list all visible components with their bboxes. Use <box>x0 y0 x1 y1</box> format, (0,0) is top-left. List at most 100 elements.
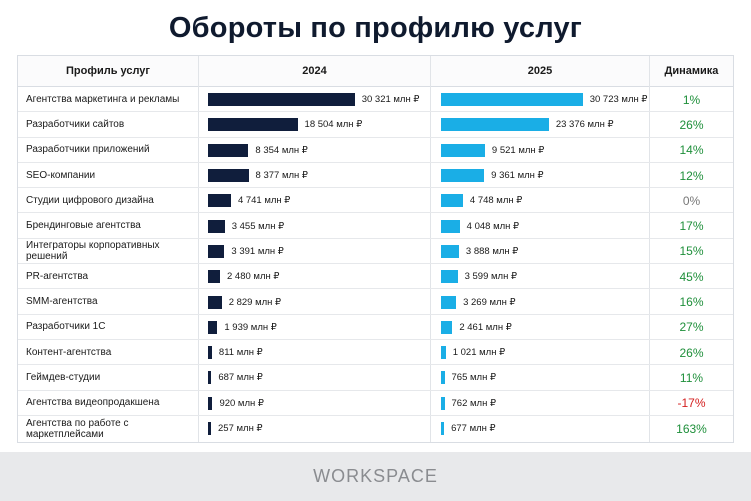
column-divider <box>430 56 431 442</box>
table-row: SMM-агентства 2 829 млн ₽ 3 269 млн ₽ 16% <box>18 289 733 315</box>
row-profile-name: SMM-агентства <box>26 296 98 308</box>
value-label-2024: 920 млн ₽ <box>219 397 264 409</box>
header-profile: Профиль услуг <box>65 65 151 77</box>
dynamics-value: 12% <box>679 168 704 183</box>
logo-text: WORKSPACE <box>313 466 438 486</box>
table-row: Разработчики сайтов 18 504 млн ₽ 23 376 мл… <box>18 112 733 138</box>
bar-2024 <box>208 422 211 436</box>
row-profile-name: Агентства по работе с маркетплейсами <box>26 417 129 440</box>
dynamics-value: 14% <box>679 143 704 158</box>
bar-2024 <box>208 219 225 233</box>
bar-2025 <box>441 270 458 284</box>
table-row: Агентства видеопродакшена 920 млн ₽ 762 мл… <box>18 391 733 416</box>
dynamics-value: 16% <box>679 295 704 310</box>
bar-2025 <box>441 169 485 183</box>
row-profile-name: Студии цифрового дизайна <box>26 194 154 206</box>
row-profile-name: Брендинговые агентства <box>26 220 141 232</box>
header-dynamics: Динамика <box>664 65 719 77</box>
table-row: Контент-агентства 811 млн ₽ 1 021 млн ₽ 26% <box>18 340 733 366</box>
value-label-2024: 18 504 млн ₽ <box>304 119 363 131</box>
bar-2025 <box>441 93 583 107</box>
bar-2024 <box>208 320 218 334</box>
table-row: Интеграторы корпоративных решений 3 391 м… <box>18 239 733 265</box>
dynamics-value: 26% <box>679 117 704 132</box>
table-row: Разработчики приложений 8 354 млн ₽ 9 521 … <box>18 138 733 163</box>
table-row: Студии цифрового дизайна 4 741 млн ₽ 4 748… <box>18 188 733 214</box>
bar-2024 <box>208 93 355 107</box>
bar-2024 <box>208 143 249 157</box>
bar-2025 <box>441 396 445 410</box>
column-divider <box>649 56 650 442</box>
dynamics-value: -17% <box>677 396 706 411</box>
value-label-2024: 3 391 млн ₽ <box>231 245 284 257</box>
value-label-2025: 1 021 млн ₽ <box>452 347 506 359</box>
dynamics-value: 11% <box>679 370 704 385</box>
value-label-2025: 3 599 млн ₽ <box>464 271 518 283</box>
dynamics-value: 15% <box>679 244 704 259</box>
bar-2024 <box>208 270 220 284</box>
value-label-2024: 2 480 млн ₽ <box>227 271 280 283</box>
bar-2025 <box>441 219 460 233</box>
value-label-2024: 687 млн ₽ <box>218 372 263 384</box>
bar-2024 <box>208 396 213 410</box>
row-profile-name: Интеграторы корпоративных решений <box>26 239 160 262</box>
value-label-2024: 811 млн ₽ <box>218 347 263 359</box>
bar-2025 <box>441 194 463 208</box>
row-profile-name: Разработчики приложений <box>26 144 150 156</box>
header-2024: 2024 <box>302 65 327 77</box>
bar-2025 <box>441 244 459 258</box>
value-label-2024: 3 455 млн ₽ <box>231 220 285 232</box>
value-label-2025: 4 048 млн ₽ <box>466 220 520 232</box>
dynamics-value: 17% <box>679 219 704 234</box>
value-label-2025: 4 748 млн ₽ <box>469 195 523 207</box>
dynamics-value: 0% <box>682 193 701 208</box>
value-label-2025: 765 млн ₽ <box>451 372 497 384</box>
table-row: Агентства по работе с маркетплейсами 257 … <box>18 416 733 441</box>
value-label-2024: 257 млн ₽ <box>218 423 263 435</box>
row-profile-name: Разработчики 1С <box>26 321 106 333</box>
header-2025: 2025 <box>527 65 553 77</box>
value-label-2025: 677 млн ₽ <box>451 423 496 435</box>
dynamics-value: 45% <box>679 269 704 284</box>
value-label-2025: 3 269 млн ₽ <box>463 296 516 308</box>
bar-2024 <box>208 244 225 258</box>
bar-2025 <box>441 371 445 385</box>
value-label-2025: 2 461 млн ₽ <box>459 321 512 333</box>
bar-2024 <box>208 118 298 132</box>
bar-2024 <box>208 169 249 183</box>
value-label-2025: 762 млн ₽ <box>451 397 497 409</box>
table-row: Брендинговые агентства 3 455 млн ₽ 4 048 м… <box>18 214 733 239</box>
dynamics-value: 27% <box>679 320 704 335</box>
table-row: Агентства маркетинга и рекламы 30 321 млн… <box>18 87 733 113</box>
row-profile-name: Контент-агентства <box>26 346 112 358</box>
bar-2025 <box>441 295 457 309</box>
dynamics-value: 1% <box>682 92 701 107</box>
row-profile-name: SEO-компании <box>26 169 96 181</box>
column-divider <box>198 56 199 442</box>
dynamics-value: 26% <box>679 345 704 360</box>
bar-2025 <box>441 320 453 334</box>
value-label-2025: 3 888 млн ₽ <box>465 245 519 257</box>
row-profile-name: Агентства маркетинга и рекламы <box>26 93 180 105</box>
value-label-2024: 8 354 млн ₽ <box>255 144 308 156</box>
table-header: Профиль услуг 2024 2025 Динамика <box>18 56 733 87</box>
bar-2025 <box>441 143 485 157</box>
bar-2025 <box>441 346 446 360</box>
bar-2024 <box>208 295 222 309</box>
bar-2024 <box>208 371 212 385</box>
turnover-table: Профиль услуг 2024 2025 Динамика Агентст… <box>17 55 734 443</box>
value-label-2025: 23 376 млн ₽ <box>555 119 614 131</box>
value-label-2024: 4 741 млн ₽ <box>237 195 291 207</box>
row-profile-name: PR-агентства <box>26 270 89 282</box>
value-label-2025: 30 723 млн ₽ <box>589 94 648 106</box>
value-label-2024: 1 939 млн ₽ <box>224 321 277 333</box>
row-profile-name: Разработчики сайтов <box>26 118 125 130</box>
value-label-2024: 30 321 млн ₽ <box>361 94 420 106</box>
bar-2025 <box>441 118 549 132</box>
value-label-2024: 2 829 млн ₽ <box>228 296 282 308</box>
workspace-logo: WORKSPACE <box>0 466 751 487</box>
table-row: Разработчики 1С 1 939 млн ₽ 2 461 млн ₽ 27% <box>18 315 733 340</box>
row-profile-name: Агентства видеопродакшена <box>26 397 160 409</box>
value-label-2025: 9 361 млн ₽ <box>491 170 544 182</box>
dynamics-value: 163% <box>676 421 707 436</box>
